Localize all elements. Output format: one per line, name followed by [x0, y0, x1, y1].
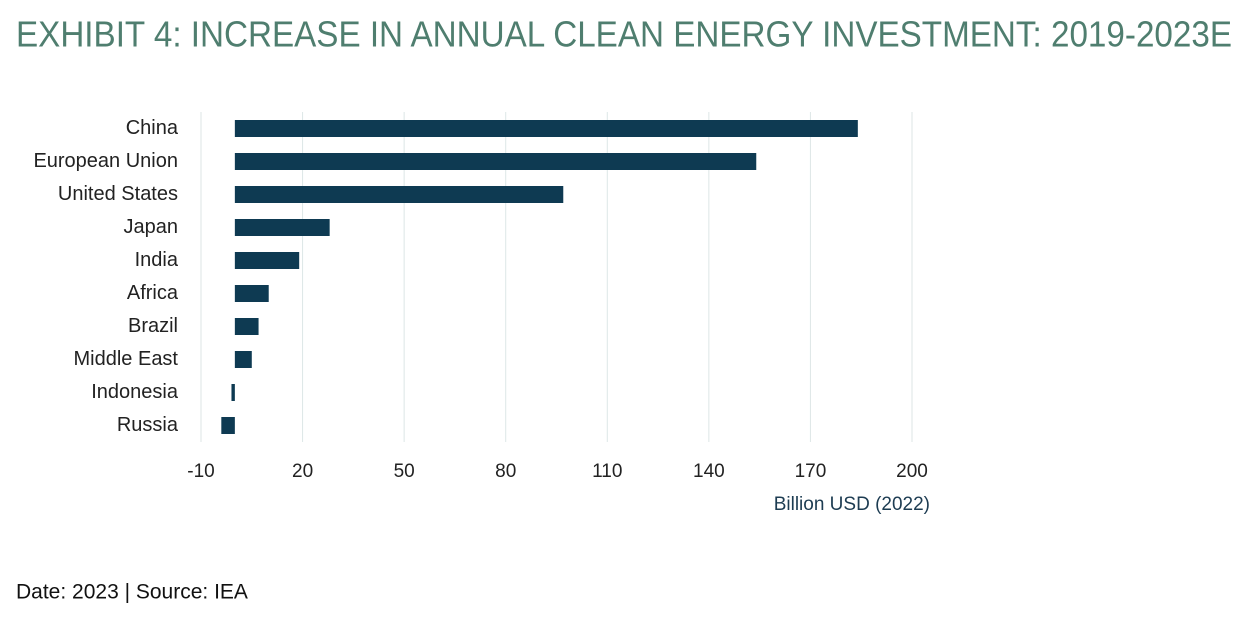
bar	[234, 186, 564, 203]
x-tick-label: 80	[495, 461, 516, 482]
y-tick-label: India	[135, 249, 179, 271]
y-tick-label: Russia	[117, 414, 179, 436]
bar	[234, 120, 858, 137]
bar	[234, 285, 269, 302]
y-tick-label: Africa	[127, 282, 179, 304]
x-tick-label: 20	[292, 461, 313, 482]
y-tick-label: Middle East	[74, 348, 179, 370]
y-tick-label: China	[126, 117, 179, 139]
y-tick-label: Japan	[124, 216, 179, 238]
y-tick-label: European Union	[33, 150, 178, 172]
x-tick-label: 170	[795, 461, 827, 482]
y-tick-label: United States	[58, 183, 178, 205]
x-axis-label: Billion USD (2022)	[774, 494, 930, 515]
x-tick-label: -10	[187, 461, 214, 482]
chart-title: EXHIBIT 4: INCREASE IN ANNUAL CLEAN ENER…	[16, 14, 1232, 55]
bar	[234, 351, 252, 368]
x-tick-label: 200	[896, 461, 928, 482]
footer: Date: 2023 | Source: IEA	[16, 581, 248, 604]
y-tick-label: Indonesia	[91, 381, 179, 403]
y-tick-label: Brazil	[128, 315, 178, 337]
x-tick-label: 50	[394, 461, 415, 482]
bar	[234, 153, 757, 170]
bar	[231, 384, 235, 401]
bar	[221, 417, 235, 434]
bar	[234, 318, 259, 335]
bar	[234, 252, 300, 269]
x-tick-label: 140	[693, 461, 725, 482]
x-tick-label: 110	[592, 461, 622, 482]
bar	[234, 219, 330, 236]
